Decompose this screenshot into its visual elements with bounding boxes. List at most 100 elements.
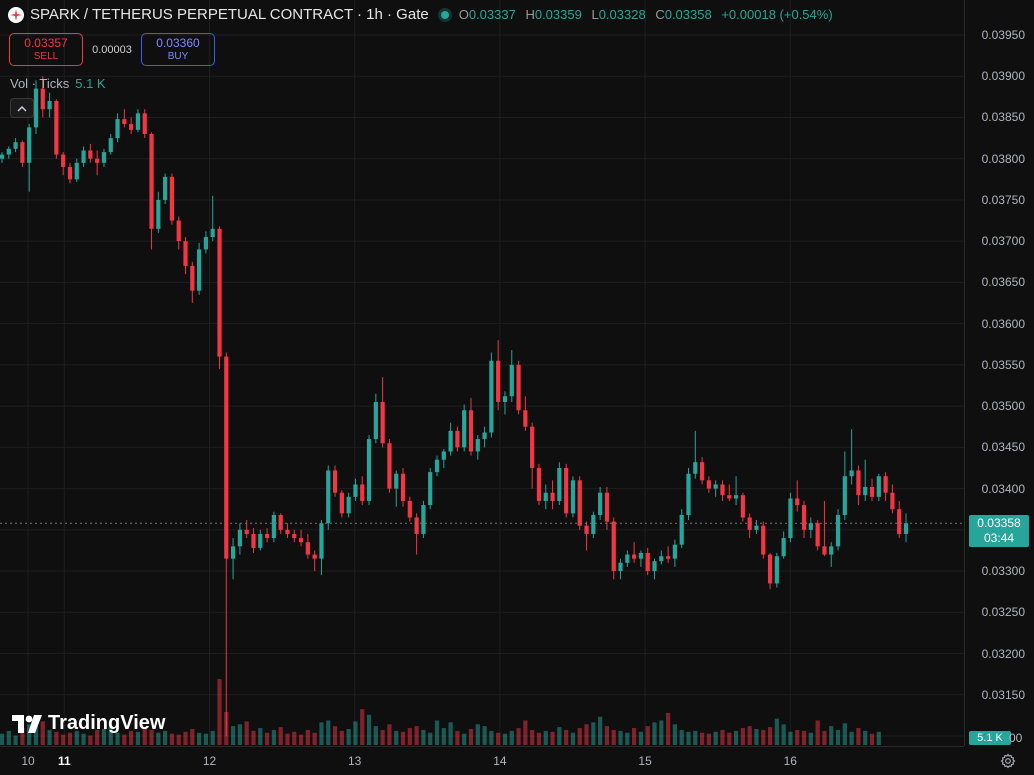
price-tick-label: 0.03850 (981, 110, 1025, 125)
candle-body (863, 486, 868, 496)
candle-body (61, 154, 66, 167)
time-tick-label: 15 (638, 754, 652, 768)
candle (203, 231, 209, 254)
volume-bar (319, 722, 324, 745)
volume-bar (407, 728, 412, 745)
candle-body (564, 467, 569, 514)
candle (822, 500, 827, 557)
volume-bar (278, 727, 283, 745)
volume-bar (659, 720, 664, 745)
candle (400, 467, 406, 507)
tradingview-logo[interactable]: TradingView (12, 712, 165, 735)
candle (394, 470, 399, 507)
candle (699, 457, 705, 485)
volume-bar (441, 728, 446, 745)
volume-bar (54, 731, 59, 745)
candlestick-chart[interactable] (0, 0, 964, 746)
settings-gear-icon[interactable] (1000, 753, 1016, 769)
candle-body (326, 470, 331, 524)
candle-body (292, 533, 297, 539)
candle (101, 148, 107, 167)
candle-body (203, 237, 209, 250)
candle (638, 550, 644, 567)
volume-bar (591, 722, 596, 745)
candle (890, 484, 895, 514)
volume-bar (842, 723, 847, 745)
candle (237, 523, 243, 555)
volume-bar (468, 728, 474, 745)
ohlc-low-label: L (591, 7, 599, 22)
candle-body (815, 523, 820, 547)
volume-bar (13, 735, 18, 745)
candle (733, 476, 739, 506)
tradingview-logo-text: TradingView (48, 712, 166, 734)
candle (530, 422, 535, 489)
volume-bar (543, 730, 548, 745)
candle-body (27, 127, 32, 163)
candle-body (129, 124, 134, 130)
candle-body (543, 492, 548, 501)
volume-bar (142, 728, 147, 745)
candle (625, 550, 630, 567)
price-tick-label: 0.03600 (981, 316, 1025, 331)
volume-bar (400, 731, 406, 745)
collapse-indicators-button[interactable] (10, 98, 34, 118)
price-tick-label: 0.03200 (981, 646, 1025, 661)
volume-bar (502, 733, 508, 745)
candle (801, 500, 807, 539)
candle (584, 521, 589, 551)
candle (679, 509, 684, 548)
candle (795, 480, 800, 512)
volume-bar (414, 726, 419, 745)
volume-bar (536, 732, 542, 745)
candle-body (169, 176, 175, 221)
volume-bar (638, 731, 644, 745)
candle (169, 173, 175, 225)
candle-body (54, 100, 59, 155)
candle (122, 109, 127, 128)
candle (61, 152, 66, 176)
candle (54, 99, 59, 159)
candle-body (441, 451, 446, 460)
volume-bar (108, 727, 113, 745)
candle (6, 146, 11, 159)
candle-body (767, 554, 773, 584)
chart-area[interactable]: SPARK / TETHERUS PERPETUAL CONTRACT · 1h… (0, 0, 964, 746)
market-status-icon[interactable] (440, 10, 449, 19)
candle (47, 92, 52, 118)
candle-body (713, 484, 718, 489)
price-axis[interactable]: 0.03950 0.03900 0.03850 0.03800 0.03750 0.037… (964, 0, 1034, 746)
candle (842, 451, 847, 520)
volume-bar (645, 726, 650, 745)
candle (163, 173, 168, 205)
candle-body (808, 523, 813, 530)
volume-bar (74, 730, 79, 745)
candle (183, 237, 188, 275)
volume-bar (81, 733, 86, 745)
candle-body (822, 546, 827, 555)
volume-bar (679, 729, 684, 745)
chart-header: SPARK / TETHERUS PERPETUAL CONTRACT · 1h… (8, 6, 839, 23)
symbol-title[interactable]: SPARK / TETHERUS PERPETUAL CONTRACT · 1h… (30, 6, 429, 23)
candle (523, 396, 528, 431)
time-axis[interactable]: 10 11 12 13 14 15 16 (0, 746, 1016, 775)
candle-body (604, 492, 610, 522)
volume-bar (564, 729, 569, 745)
candle (407, 496, 412, 522)
candle-body (774, 556, 779, 584)
volume-indicator-label[interactable]: Vol · Ticks 5.1 K (10, 76, 106, 91)
candle-body (244, 529, 249, 534)
symbol-logo-icon[interactable] (8, 6, 24, 23)
candle-body (353, 484, 358, 497)
volume-bar (129, 730, 134, 745)
candle-body (366, 439, 372, 501)
volume-bar (801, 730, 807, 745)
volume-bar (856, 728, 861, 745)
sell-button[interactable]: 0.03357 SELL (9, 33, 83, 66)
candle (462, 404, 467, 452)
candle (88, 143, 93, 163)
candle (903, 513, 909, 543)
candle-body (373, 401, 378, 440)
volume-bar (210, 730, 215, 745)
buy-button[interactable]: 0.03360 BUY (141, 33, 215, 66)
